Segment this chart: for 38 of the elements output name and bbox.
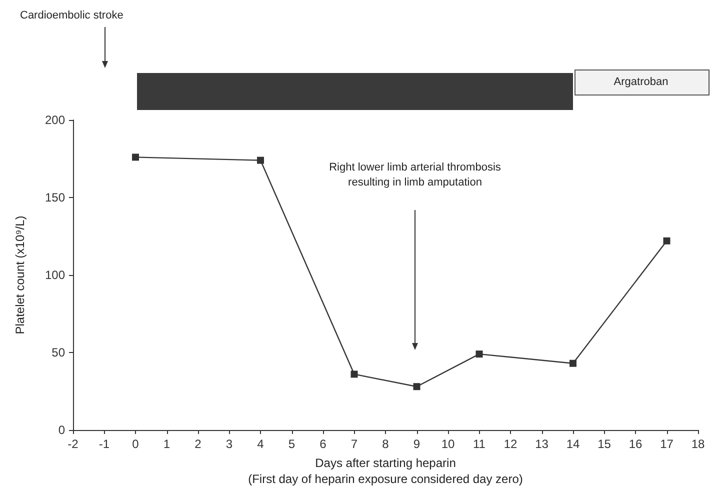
annotation: Right lower limb arterial thrombosis resulting in limb amputation xyxy=(329,162,502,188)
point xyxy=(257,156,264,164)
y-tick-label: 0 xyxy=(58,423,66,437)
x-tick-label: 18 xyxy=(691,437,705,451)
x-axis-title: Days after starting heparin (First day of heparin exposure considered day zero) xyxy=(248,456,523,486)
x-tick-label: 5 xyxy=(288,437,296,451)
x-tick-label: 15 xyxy=(598,437,612,451)
x-tick-label: 14 xyxy=(566,437,580,451)
x-tick-label: 7 xyxy=(350,437,358,451)
x-tick-label: 12 xyxy=(504,437,518,451)
point xyxy=(350,370,358,378)
point xyxy=(476,350,483,358)
x-tick-label: 1 xyxy=(163,437,170,451)
x-tick-label: 4 xyxy=(257,437,264,451)
y-axis-title: Platelet count (x10⁹/L) xyxy=(13,216,27,334)
y-tick-label: 200 xyxy=(44,113,66,127)
x-tick-label: 6 xyxy=(320,437,327,451)
y-tick-label: 50 xyxy=(52,346,66,360)
x-tick-label: 10 xyxy=(441,437,455,451)
point xyxy=(570,360,576,367)
x-tick-label: -1 xyxy=(98,437,110,451)
x-tick-label: 13 xyxy=(535,437,549,451)
x-tick-label: -2 xyxy=(68,437,79,451)
x-tick-label: 16 xyxy=(628,437,642,451)
point xyxy=(663,237,670,244)
y-tick-label: 100 xyxy=(44,268,66,282)
text: Cardioembolic stroke xyxy=(20,10,124,22)
x-tick-label: 9 xyxy=(413,437,420,451)
x-tick-label: 17 xyxy=(660,437,674,451)
x-tick-label: 3 xyxy=(226,437,233,451)
text: Argatroban xyxy=(614,76,668,88)
point xyxy=(413,383,420,390)
point xyxy=(132,154,139,161)
x-tick-label: 11 xyxy=(473,437,486,451)
x-tick-label: 0 xyxy=(132,437,140,451)
y-tick-label: 150 xyxy=(44,190,66,204)
x-tick-label: 8 xyxy=(382,437,390,451)
x-tick-label: 2 xyxy=(194,437,202,451)
